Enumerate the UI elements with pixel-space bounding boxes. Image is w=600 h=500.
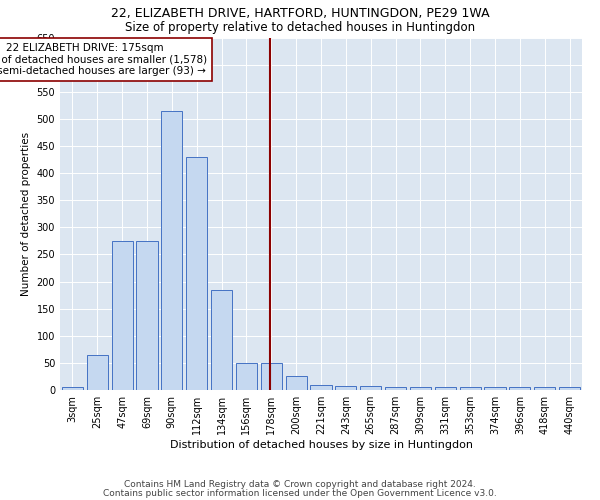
X-axis label: Distribution of detached houses by size in Huntingdon: Distribution of detached houses by size … xyxy=(170,440,473,450)
Bar xyxy=(559,388,580,390)
Bar xyxy=(87,355,108,390)
Text: Contains HM Land Registry data © Crown copyright and database right 2024.: Contains HM Land Registry data © Crown c… xyxy=(124,480,476,489)
Bar xyxy=(161,110,182,390)
Bar xyxy=(261,363,282,390)
Y-axis label: Number of detached properties: Number of detached properties xyxy=(21,132,31,296)
Text: Size of property relative to detached houses in Huntingdon: Size of property relative to detached ho… xyxy=(125,21,475,34)
Bar xyxy=(335,386,356,390)
Bar xyxy=(460,388,481,390)
Bar xyxy=(360,386,381,390)
Bar xyxy=(385,388,406,390)
Bar xyxy=(236,363,257,390)
Text: 22 ELIZABETH DRIVE: 175sqm
← 94% of detached houses are smaller (1,578)
6% of se: 22 ELIZABETH DRIVE: 175sqm ← 94% of deta… xyxy=(0,43,207,76)
Bar xyxy=(286,376,307,390)
Text: 22, ELIZABETH DRIVE, HARTFORD, HUNTINGDON, PE29 1WA: 22, ELIZABETH DRIVE, HARTFORD, HUNTINGDO… xyxy=(110,8,490,20)
Bar xyxy=(112,241,133,390)
Bar xyxy=(484,388,506,390)
Bar xyxy=(310,384,332,390)
Bar xyxy=(509,388,530,390)
Bar xyxy=(410,388,431,390)
Text: Contains public sector information licensed under the Open Government Licence v3: Contains public sector information licen… xyxy=(103,488,497,498)
Bar xyxy=(62,388,83,390)
Bar xyxy=(186,157,207,390)
Bar xyxy=(435,388,456,390)
Bar xyxy=(534,388,555,390)
Bar xyxy=(211,290,232,390)
Bar xyxy=(136,241,158,390)
